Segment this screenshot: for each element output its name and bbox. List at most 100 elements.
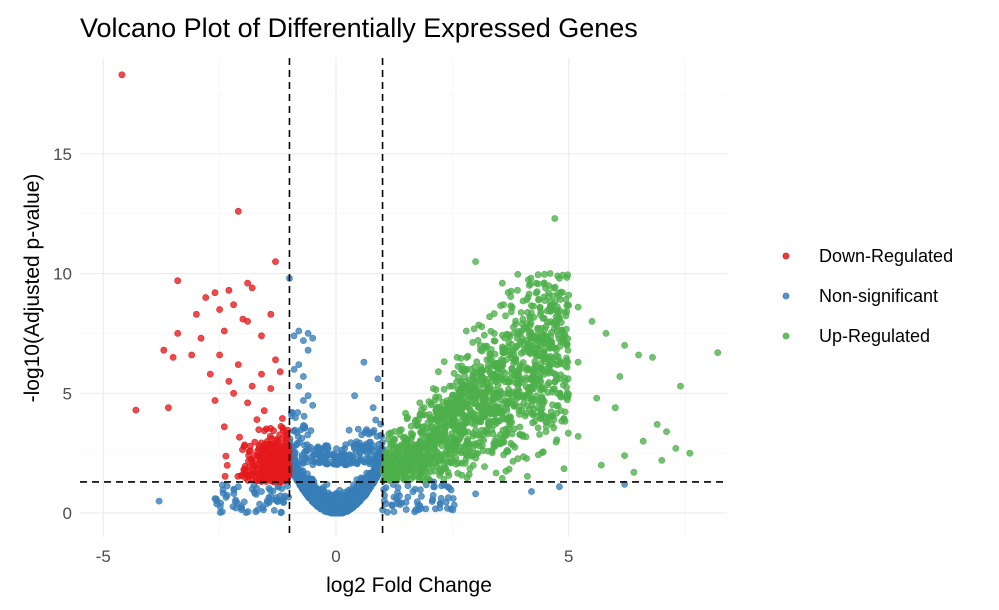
point-non-significant [232,496,239,504]
point-non-significant [216,509,224,516]
point-up-regulated [653,420,661,428]
point-up-regulated [526,328,533,336]
point-down-regulated [244,317,251,325]
point-up-regulated [481,463,488,470]
point-up-regulated [564,429,572,437]
point-up-regulated [404,413,411,421]
point-up-regulated [530,405,538,413]
point-down-regulated [188,351,196,359]
point-non-significant [365,475,373,482]
point-up-regulated [537,338,545,345]
point-up-regulated [547,413,554,421]
point-up-regulated [504,398,512,406]
point-up-regulated [455,427,463,435]
point-up-regulated [490,310,498,317]
point-down-regulated [263,467,271,475]
point-non-significant [353,458,361,466]
point-non-significant [272,496,280,504]
point-up-regulated [460,443,468,450]
point-non-significant [368,445,376,452]
point-up-regulated [536,352,544,360]
point-up-regulated [489,430,497,438]
point-up-regulated [556,296,564,303]
point-up-regulated [532,368,540,376]
point-non-significant [369,458,377,466]
legend-label-non-significant: Non-significant [819,286,938,306]
point-non-significant [366,450,374,458]
point-non-significant [374,375,382,383]
point-non-significant [304,346,312,354]
point-non-significant [417,492,425,500]
point-non-significant [556,483,563,491]
point-down-regulated [169,353,177,361]
point-up-regulated [513,334,521,342]
point-up-regulated [416,454,424,462]
point-down-regulated [267,310,275,318]
point-up-regulated [565,291,573,299]
point-up-regulated [437,467,445,475]
point-up-regulated [442,448,450,456]
legend-key-non-significant [782,292,790,300]
point-non-significant [345,426,353,434]
point-non-significant [353,438,360,445]
point-down-regulated [244,399,251,407]
x-axis-ticks: -5 0 5 [96,547,574,566]
point-up-regulated [386,463,394,471]
point-up-regulated [431,445,439,453]
x-tick-label: -5 [96,547,111,566]
point-up-regulated [497,431,504,438]
point-up-regulated [556,375,563,383]
point-up-regulated [388,470,396,478]
point-up-regulated [542,332,549,340]
point-up-regulated [427,401,435,409]
point-non-significant [314,500,321,508]
point-down-regulated [248,382,256,390]
point-up-regulated [535,451,542,459]
point-up-regulated [449,391,457,399]
point-non-significant [309,401,317,409]
point-up-regulated [519,359,527,366]
point-up-regulated [525,281,533,289]
point-non-significant [429,491,437,499]
point-up-regulated [514,377,521,385]
point-non-significant [218,481,226,489]
point-non-significant [350,481,357,489]
point-up-regulated [563,383,570,391]
point-up-regulated [516,410,523,418]
point-non-significant [375,445,383,453]
point-up-regulated [538,394,545,402]
point-non-significant [472,490,479,498]
point-up-regulated [415,445,423,453]
point-non-significant [256,500,263,508]
point-up-regulated [467,401,475,408]
point-up-regulated [466,386,474,394]
point-up-regulated [525,290,533,298]
point-up-regulated [457,434,464,442]
point-non-significant [402,506,410,513]
point-up-regulated [714,349,722,356]
point-non-significant [304,392,312,400]
point-non-significant [323,444,331,452]
point-up-regulated [490,443,498,451]
point-up-regulated [551,385,558,393]
point-up-regulated [527,309,535,317]
point-down-regulated [211,397,219,404]
point-up-regulated [515,391,523,399]
point-up-regulated [450,369,458,377]
point-up-regulated [552,438,560,446]
point-up-regulated [383,455,391,463]
point-non-significant [299,373,307,380]
point-up-regulated [487,410,494,418]
point-down-regulated [248,284,256,292]
point-up-regulated [441,412,448,419]
point-up-regulated [429,385,437,392]
point-non-significant [292,441,300,449]
point-up-regulated [504,332,512,340]
point-up-regulated [490,371,498,379]
point-non-significant [309,461,317,469]
threshold-lines [80,58,727,537]
point-down-regulated [234,207,242,215]
point-up-regulated [440,437,448,445]
point-up-regulated [621,452,628,459]
